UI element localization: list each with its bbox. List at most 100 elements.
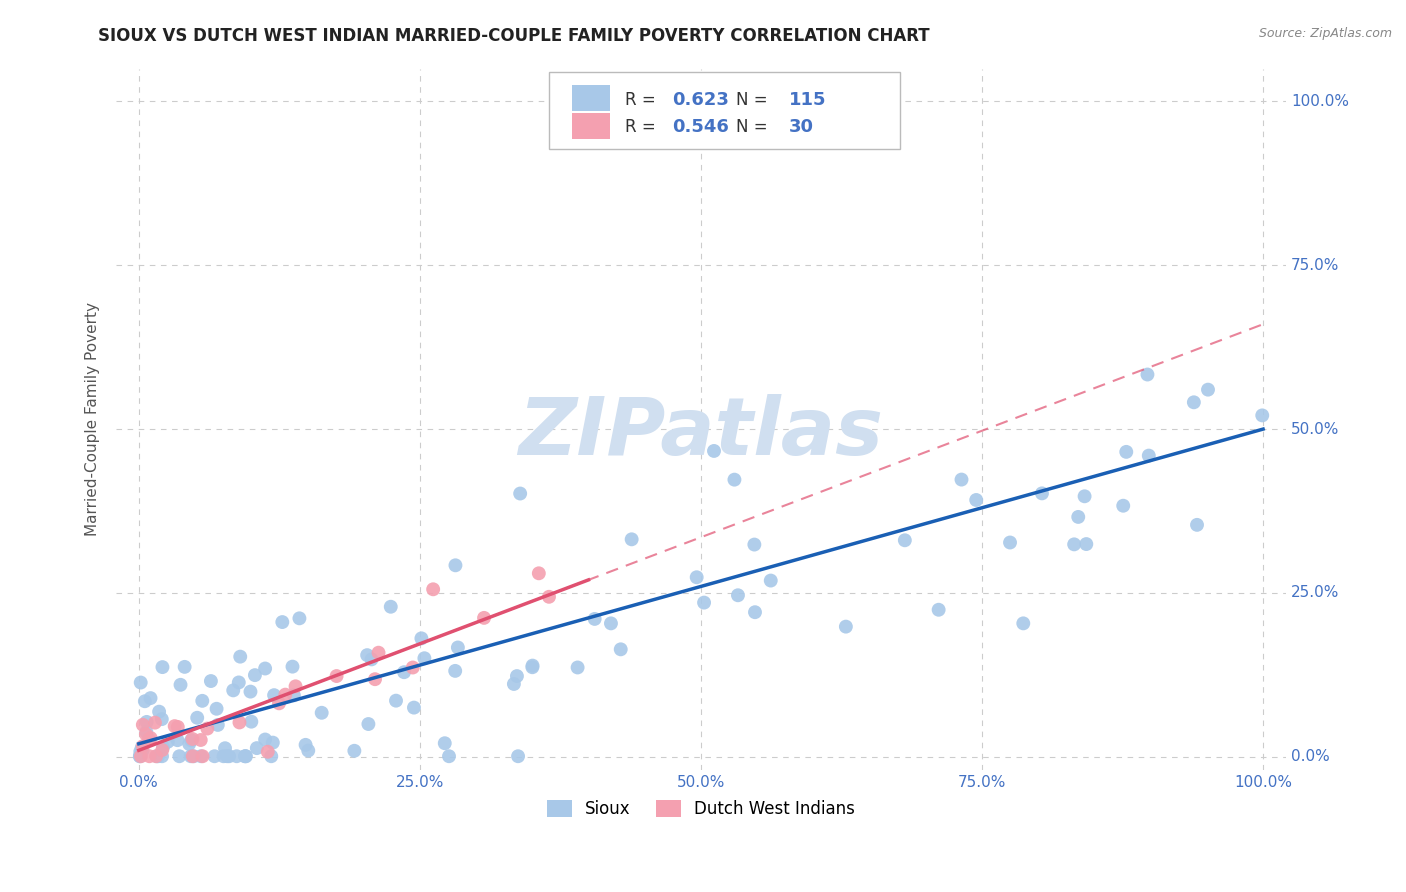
Point [131,743,153,757]
Point [200,674,222,689]
Point [583,612,606,626]
Point [402,660,425,674]
Point [894,533,917,548]
Point [1136,368,1159,382]
Text: 30: 30 [789,119,814,136]
Point [150,743,173,757]
Point [156,735,179,749]
Point [195,722,218,736]
Point [1115,445,1137,459]
Point [254,732,277,747]
Point [433,736,456,750]
Point [744,537,766,551]
Point [367,646,389,660]
Point [254,661,277,675]
Point [1182,395,1205,409]
Point [928,603,950,617]
Point [179,737,201,751]
Point [240,714,263,729]
Point [166,733,188,747]
Point [212,749,235,764]
Point [283,688,305,702]
Point [129,675,152,690]
Point [180,733,202,747]
Point [134,694,156,708]
Point [166,720,188,734]
Point [169,678,191,692]
Text: 25.0%: 25.0% [1291,585,1340,600]
Point [186,711,208,725]
Text: 0.0%: 0.0% [1291,749,1330,764]
Point [288,611,311,625]
Point [218,749,240,764]
Point [411,632,433,646]
Point [271,615,294,629]
Point [620,533,643,547]
Point [1197,383,1219,397]
Point [600,616,623,631]
FancyBboxPatch shape [572,112,610,139]
Point [129,749,152,764]
Point [190,733,212,747]
Point [135,714,157,729]
Point [183,749,205,764]
Point [509,486,531,500]
Point [503,677,526,691]
Text: R =: R = [624,90,661,109]
Point [703,444,725,458]
Point [686,570,709,584]
Point [1251,409,1274,423]
Point [1185,517,1208,532]
Text: R =: R = [624,119,661,136]
Point [1112,499,1135,513]
Point [148,705,170,719]
Point [274,688,297,702]
Point [506,749,529,764]
Point [173,660,195,674]
Text: N =: N = [735,90,773,109]
Point [139,731,162,745]
Point [152,740,174,755]
Point [129,744,152,758]
Point [1063,537,1085,551]
Point [506,669,529,683]
Point [380,599,402,614]
Point [138,749,160,764]
Point [356,648,378,662]
Point [297,743,319,757]
Point [950,473,973,487]
Point [128,749,150,764]
Point [402,700,425,714]
Text: Source: ZipAtlas.com: Source: ZipAtlas.com [1258,27,1392,40]
Point [214,741,236,756]
FancyBboxPatch shape [572,85,610,112]
Point [294,738,316,752]
Point [727,588,749,602]
Point [260,749,283,764]
Point [527,566,550,581]
Text: SIOUX VS DUTCH WEST INDIAN MARRIED-COUPLE FAMILY POVERTY CORRELATION CHART: SIOUX VS DUTCH WEST INDIAN MARRIED-COUPL… [98,27,929,45]
Point [522,658,544,673]
Point [135,727,157,741]
Text: 75.0%: 75.0% [1291,258,1340,273]
Point [169,749,191,764]
Y-axis label: Married-Couple Family Poverty: Married-Couple Family Poverty [86,302,100,536]
Point [325,669,347,683]
Point [364,672,387,686]
Text: 50.0%: 50.0% [1291,422,1340,436]
Point [181,749,204,764]
Point [609,642,631,657]
Point [284,679,307,693]
Point [243,668,266,682]
Point [190,749,212,764]
Point [1137,449,1160,463]
Point [835,620,858,634]
Point [447,640,470,655]
Point [444,558,467,573]
Point [191,694,214,708]
Point [1067,510,1090,524]
Point [132,718,155,732]
Point [693,596,716,610]
Point [360,652,382,666]
Text: 0.623: 0.623 [672,90,728,109]
